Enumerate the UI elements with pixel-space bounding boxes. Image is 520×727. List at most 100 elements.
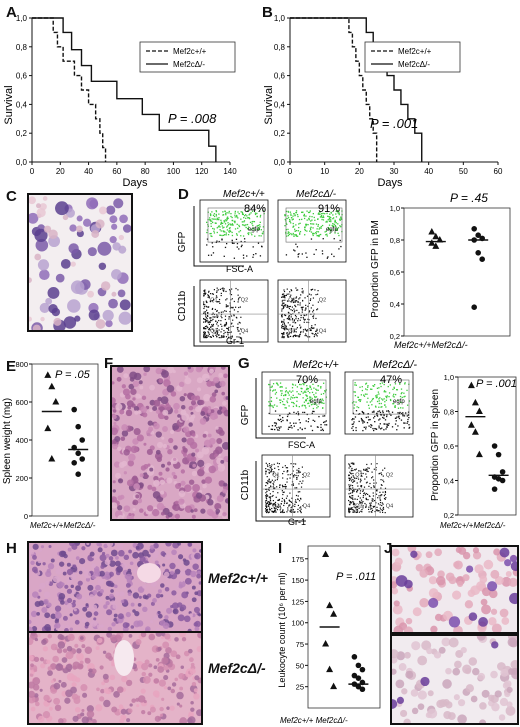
event-dot [283,504,285,507]
event-dot [297,498,299,500]
tissue-cell [167,367,175,374]
event-dot [348,493,350,495]
tissue-cell [151,508,160,517]
flow-title-right: Mef2cΔ/- [296,189,337,200]
event-dot [353,401,355,403]
event-dot [238,231,240,233]
event-dot [266,494,268,496]
event-dot [239,230,242,232]
event-dot [216,330,218,333]
event-dot [222,230,224,232]
event-dot [289,477,291,479]
event-dot [311,397,313,400]
event-dot [324,391,326,393]
tissue-cell [80,684,88,692]
tissue-cell [128,453,136,462]
event-dot [288,306,290,308]
event-dot [225,220,228,222]
event-dot [293,319,295,321]
event-dot [231,322,233,324]
event-dot [277,466,279,468]
event-dot [213,232,216,234]
vessel [137,563,161,583]
event-dot [274,503,276,506]
event-dot [216,330,218,332]
tissue-cell [191,681,197,687]
event-dot [369,401,372,403]
event-dot [395,389,398,391]
tissue-cell [29,626,33,631]
event-dot [283,336,285,339]
tissue-cell [150,601,155,606]
event-dot [384,423,386,425]
event-dot [376,490,378,492]
event-dot [270,502,272,504]
quadrant-label: Q1 [210,298,217,304]
tissue-cell [215,426,219,430]
event-dot [204,293,206,295]
tissue-cell [43,694,50,702]
event-dot [314,395,316,398]
event-dot [376,415,379,417]
tissue-cell [105,688,112,695]
tissue-cell [156,441,164,448]
event-dot [316,407,318,409]
event-dot [288,499,290,501]
data-point-wt [44,371,52,378]
event-dot [373,384,376,386]
tissue-cell [169,562,176,570]
event-dot [208,323,210,325]
event-dot [356,490,358,493]
event-dot [205,320,208,322]
event-dot [289,474,291,476]
event-dot [213,215,216,218]
event-dot [360,399,362,401]
tissue-cell [38,589,42,593]
event-dot [359,500,361,503]
event-dot [293,329,295,331]
tissue-cell [77,580,83,586]
tissue-cell [93,617,97,621]
event-dot [383,414,385,417]
event-dot [293,235,295,237]
event-dot [246,228,249,230]
event-dot [305,420,307,422]
tissue-cell [207,433,212,438]
background-cell [100,281,111,291]
tissue-cell [161,436,165,440]
event-dot [295,474,297,477]
data-point-wt [322,550,330,558]
tissue-cell [48,545,52,549]
event-dot [316,329,318,332]
event-dot [285,407,287,409]
event-dot [291,497,293,499]
event-dot [260,229,262,231]
tissue-cell [36,612,40,616]
event-dot [308,402,310,404]
tissue-cell [103,543,108,549]
event-dot [227,224,230,226]
event-dot [306,330,308,332]
event-dot [292,298,294,301]
event-dot [289,492,291,494]
event-dot [308,418,310,420]
event-dot [365,468,367,470]
event-dot [271,386,273,388]
event-dot [362,489,364,491]
tissue-cell [132,568,138,574]
event-dot [330,212,333,214]
tissue-cell [130,625,135,629]
event-dot [225,304,227,306]
event-dot [352,490,354,492]
tissue-cell [156,502,165,511]
event-dot [295,296,298,298]
event-dot [354,498,356,500]
event-dot [329,230,332,232]
tissue-cell [211,392,217,398]
event-dot [272,486,274,488]
event-dot [220,323,222,325]
tissue-cell [217,409,223,415]
tissue-cell [112,397,116,404]
event-dot [354,416,357,418]
